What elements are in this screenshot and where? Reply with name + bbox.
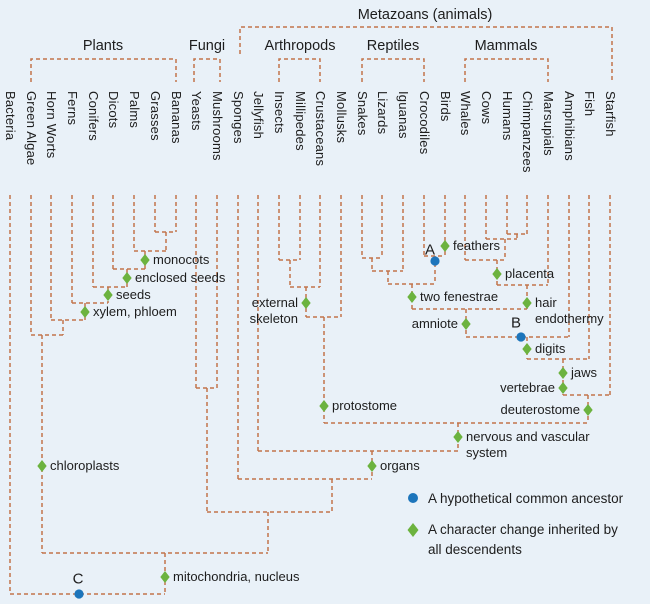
character-marker-mitochondria-nucleus	[160, 571, 170, 583]
character-marker-nervous-and-vascular-system	[453, 431, 463, 443]
character-diamond-icon	[407, 523, 419, 537]
character-label-two-fenestrae: two fenestrae	[420, 289, 499, 304]
taxon-label-starfish: Starfish	[603, 91, 618, 137]
ancestor-label-b: B	[510, 314, 522, 332]
taxon-label-amphibians: Amphibians	[562, 91, 577, 161]
taxon-label-dicots: Dicots	[106, 91, 121, 129]
legend-ancestor-row: A hypothetical common ancestor	[405, 489, 623, 509]
taxon-label-millipedes: Millipedes	[293, 91, 308, 151]
taxon-label-crustaceans: Crustaceans	[313, 91, 328, 167]
group-bracket-reptiles	[361, 58, 425, 82]
character-marker-digits	[522, 343, 532, 355]
ancestor-dot-a	[430, 256, 440, 266]
taxon-label-jellyfish: Jellyfish	[251, 91, 266, 140]
group-bracket-metazoans-animals	[239, 26, 613, 80]
character-label-placenta: placenta	[505, 266, 555, 281]
character-label-mitochondria-nucleus: mitochondria, nucleus	[173, 569, 300, 584]
group-label-arthropods: Arthropods	[264, 38, 336, 54]
character-label-xylem-phloem: xylem, phloem	[93, 304, 177, 319]
character-marker-xylem-phloem	[80, 306, 90, 318]
legend-ancestor-text: A hypothetical common ancestor	[428, 491, 624, 506]
character-marker-protostome	[319, 400, 329, 412]
character-label-nervous-and-vascular-system: nervous and vascular system	[466, 429, 590, 460]
character-label-external-skeleton: external skeleton	[249, 295, 298, 326]
character-marker-placenta	[492, 268, 502, 280]
ancestor-dot-icon	[408, 493, 418, 503]
taxon-label-conifers: Conifers	[86, 91, 101, 142]
group-label-plants: Plants	[82, 38, 124, 54]
taxon-label-cows: Cows	[479, 91, 494, 125]
group-bracket-arthropods	[278, 58, 321, 82]
character-marker-seeds	[103, 289, 113, 301]
character-marker-amniote	[461, 318, 471, 330]
taxon-label-horn-worts: Horn Worts	[44, 91, 59, 159]
character-label-monocots: monocots	[153, 252, 210, 267]
character-label-chloroplasts: chloroplasts	[50, 458, 120, 473]
group-bracket-fungi	[193, 58, 221, 82]
group-label-mammals: Mammals	[474, 38, 538, 54]
taxon-label-bananas: Bananas	[169, 91, 184, 144]
character-marker-organs	[367, 460, 377, 472]
character-label-organs: organs	[380, 458, 420, 473]
character-label-hair-endothermy: hair endothermy	[535, 295, 604, 326]
group-bracket-plants	[30, 58, 177, 82]
taxon-label-lizards: Lizards	[375, 91, 390, 135]
taxon-label-whales: Whales	[458, 91, 473, 136]
character-label-seeds: seeds	[116, 287, 151, 302]
character-label-digits: digits	[535, 341, 566, 356]
character-marker-deuterostome	[583, 404, 593, 416]
character-marker-jaws	[558, 367, 568, 379]
taxon-label-snakes: Snakes	[355, 91, 370, 136]
character-label-vertebrae: vertebrae	[500, 380, 555, 395]
group-bracket-mammals	[464, 58, 549, 82]
group-label-reptiles: Reptiles	[366, 38, 420, 54]
ancestor-label-c: C	[72, 570, 84, 588]
character-label-jaws: jaws	[571, 365, 598, 380]
taxon-label-insects: Insects	[272, 91, 287, 134]
taxon-label-mollusks: Mollusks	[334, 91, 349, 144]
character-label-protostome: protostome	[332, 398, 398, 413]
ancestor-dot-b	[516, 332, 526, 342]
character-marker-hair-endothermy	[522, 297, 532, 309]
taxon-label-marsupials: Marsupials	[541, 91, 556, 156]
group-label-metazoans-animals: Metazoans (animals)	[357, 7, 493, 23]
taxon-label-palms: Palms	[127, 91, 142, 129]
taxon-label-birds: Birds	[438, 91, 453, 122]
taxon-label-crocodiles: Crocodiles	[417, 91, 432, 155]
character-marker-enclosed-seeds	[122, 272, 132, 284]
ancestor-label-a: A	[424, 241, 436, 259]
character-label-amniote: amniote	[411, 316, 458, 331]
character-label-deuterostome: deuterostome	[500, 402, 581, 417]
taxon-label-yeasts: Yeasts	[189, 91, 204, 131]
taxon-label-humans: Humans	[500, 91, 515, 141]
taxon-label-chimpanzees: Chimpanzees	[520, 91, 535, 173]
taxon-label-mushrooms: Mushrooms	[210, 91, 225, 161]
taxon-label-iguanas: Iguanas	[396, 91, 411, 139]
character-label-feathers: feathers	[453, 238, 500, 253]
group-label-fungi: Fungi	[188, 38, 226, 54]
character-marker-two-fenestrae	[407, 291, 417, 303]
legend-character-row: A character change inherited by all desc…	[405, 520, 623, 560]
taxon-label-bacteria: Bacteria	[3, 91, 18, 141]
ancestor-dot-c	[74, 589, 84, 599]
taxon-label-green-algae: Green Algae	[24, 91, 39, 166]
character-marker-monocots	[140, 254, 150, 266]
legend: A hypothetical common ancestor A charact…	[405, 489, 623, 571]
taxon-label-grasses: Grasses	[148, 91, 163, 141]
taxon-label-ferns: Ferns	[65, 91, 80, 126]
character-marker-external-skeleton	[301, 297, 311, 309]
taxon-label-fish: Fish	[582, 91, 597, 117]
character-marker-feathers	[440, 240, 450, 252]
character-marker-chloroplasts	[37, 460, 47, 472]
taxon-label-sponges: Sponges	[231, 91, 246, 144]
character-label-enclosed-seeds: enclosed seeds	[135, 270, 226, 285]
legend-character-text: A character change inherited by all desc…	[428, 522, 618, 557]
character-marker-vertebrae	[558, 382, 568, 394]
